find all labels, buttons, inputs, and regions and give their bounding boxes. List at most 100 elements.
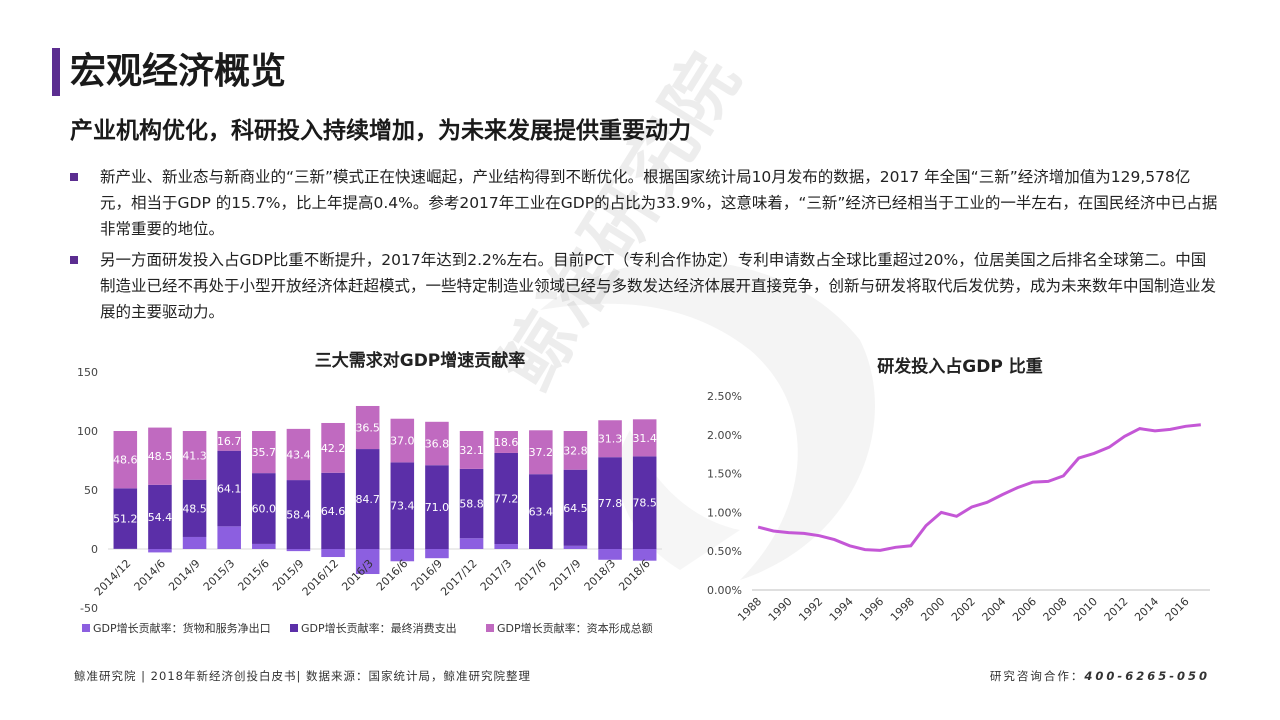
bar-segment bbox=[321, 472, 345, 549]
legend-label: GDP增长贡献率：资本形成总额 bbox=[497, 621, 653, 635]
legend-label: GDP增长贡献率：货物和服务净出口 bbox=[93, 621, 271, 635]
data-label: 54.4 bbox=[148, 511, 173, 524]
bar-segment bbox=[217, 431, 241, 451]
x-tick-label: 2016 bbox=[1163, 595, 1192, 624]
bar-segment bbox=[286, 428, 311, 481]
bar-segment bbox=[355, 449, 380, 549]
x-tick-label: 1992 bbox=[796, 595, 825, 624]
bar-segment bbox=[632, 549, 657, 561]
bar-segment bbox=[425, 465, 449, 549]
bar-segment bbox=[390, 549, 415, 562]
bar-segment bbox=[113, 488, 138, 549]
x-tick-label: 1994 bbox=[827, 595, 856, 624]
data-label: 78.5 bbox=[632, 497, 657, 510]
data-label: 42.2 bbox=[321, 442, 346, 455]
x-tick-label: 2010 bbox=[1071, 595, 1100, 624]
bar-segment bbox=[182, 431, 207, 480]
x-tick-label: 2014/6 bbox=[131, 557, 168, 594]
bar-segment bbox=[182, 479, 207, 537]
legend-label: GDP增长贡献率：最终消费支出 bbox=[301, 621, 457, 635]
data-label: 31.3 bbox=[598, 433, 623, 446]
bar-segment bbox=[182, 536, 207, 549]
bar-segment bbox=[252, 543, 276, 549]
bar-segment bbox=[529, 474, 553, 549]
footer-phone: 400-6265-050 bbox=[1084, 669, 1210, 683]
x-tick-label: 2017/9 bbox=[547, 557, 584, 594]
data-label: 51.2 bbox=[113, 513, 138, 526]
x-tick-label: 2015/3 bbox=[201, 557, 238, 594]
bar-segment bbox=[355, 549, 380, 575]
data-label: 35.7 bbox=[252, 446, 277, 459]
data-label: 41.3 bbox=[182, 449, 207, 462]
data-label: 48.5 bbox=[148, 450, 173, 463]
x-tick-label: 2017/3 bbox=[478, 557, 515, 594]
data-label: 60.0 bbox=[252, 503, 277, 516]
bar-segment bbox=[459, 468, 484, 539]
data-label: 64.6 bbox=[321, 505, 346, 518]
bar-segment bbox=[217, 450, 241, 527]
bullet-text: 另一方面研发投入占GDP比重不断提升，2017年达到2.2%左右。目前PCT（专… bbox=[100, 251, 1217, 321]
data-label: 36.5 bbox=[355, 422, 380, 435]
line-chart-title: 研发投入占GDP 比重 bbox=[877, 356, 1042, 377]
y-tick-label: 1.50% bbox=[707, 468, 742, 481]
data-label: 43.4 bbox=[286, 448, 311, 461]
data-label: 64.5 bbox=[563, 502, 588, 515]
bullet-item: 新产业、新业态与新商业的“三新”模式正在快速崛起，产业结构得到不断优化。根据国家… bbox=[70, 164, 1220, 242]
footer-contact-label: 研究咨询合作： bbox=[989, 669, 1085, 683]
title-accent-bar bbox=[52, 48, 60, 96]
x-tick-label: 2006 bbox=[1010, 595, 1039, 624]
data-label: 36.8 bbox=[425, 438, 450, 451]
bar-segment bbox=[321, 422, 345, 473]
footer-source: 鲸准研究院 | 2018年新经济创投白皮书| 数据来源：国家统计局，鲸准研究院整… bbox=[74, 669, 531, 683]
x-tick-label: 2008 bbox=[1041, 595, 1070, 624]
data-label: 37.0 bbox=[390, 435, 415, 448]
bar-segment bbox=[390, 418, 415, 463]
data-label: 18.6 bbox=[494, 436, 519, 449]
x-tick-label: 2000 bbox=[918, 595, 947, 624]
bar-segment bbox=[459, 538, 484, 549]
bar-segment bbox=[459, 431, 484, 469]
bullet-square-icon bbox=[70, 256, 78, 264]
y-tick-label: 150 bbox=[77, 366, 98, 379]
y-tick-label: 2.00% bbox=[707, 429, 742, 442]
line-chart: 研发投入占GDP 比重 0.00% 0.50% 1.00% 1.50% 2.00% 2.5… bbox=[707, 356, 1210, 624]
x-tick-label: 1988 bbox=[735, 595, 764, 624]
x-tick-label: 2018/6 bbox=[616, 557, 653, 594]
x-tick-label: 2014/12 bbox=[92, 557, 134, 599]
data-label: 58.8 bbox=[459, 498, 484, 511]
x-tick-label: 2017/6 bbox=[512, 557, 549, 594]
bar-segment bbox=[286, 549, 311, 552]
bar-segment bbox=[148, 427, 172, 485]
bar-segment bbox=[252, 431, 276, 474]
data-label: 84.7 bbox=[355, 493, 380, 506]
data-label: 31.4 bbox=[632, 432, 657, 445]
bar-segment bbox=[529, 430, 553, 475]
bar-segment bbox=[563, 469, 588, 546]
y-tick-label: 50 bbox=[84, 484, 98, 497]
x-tick-label: 1998 bbox=[888, 595, 917, 624]
data-label: 77.8 bbox=[598, 497, 623, 510]
bar-segment bbox=[390, 462, 415, 549]
data-label: 37.2 bbox=[529, 446, 554, 459]
x-tick-label: 2014/9 bbox=[166, 557, 203, 594]
x-tick-label: 2002 bbox=[949, 595, 978, 624]
x-tick-label: 2012 bbox=[1102, 595, 1131, 624]
data-label: 77.2 bbox=[494, 492, 519, 505]
bar-segment bbox=[494, 431, 518, 453]
bar-chart-title: 三大需求对GDP增速贡献率 bbox=[315, 350, 526, 371]
footer-contact: 研究咨询合作：400-6265-050 bbox=[990, 668, 1210, 684]
y-tick-label: 0.00% bbox=[707, 584, 742, 597]
bar-segment bbox=[217, 526, 241, 549]
data-label: 71.0 bbox=[425, 501, 450, 514]
y-tick-label: 2.50% bbox=[707, 390, 742, 403]
legend-swatch bbox=[290, 624, 298, 632]
bar-segment bbox=[148, 549, 172, 553]
bar-segment bbox=[286, 480, 311, 549]
x-tick-label: 2015/6 bbox=[235, 557, 272, 594]
bar-segment bbox=[632, 456, 657, 549]
bar-segment bbox=[425, 549, 449, 559]
data-label: 32.1 bbox=[459, 444, 484, 457]
data-label: 48.5 bbox=[182, 502, 207, 515]
bar-segment bbox=[321, 549, 345, 558]
y-tick-label: 100 bbox=[77, 425, 98, 438]
